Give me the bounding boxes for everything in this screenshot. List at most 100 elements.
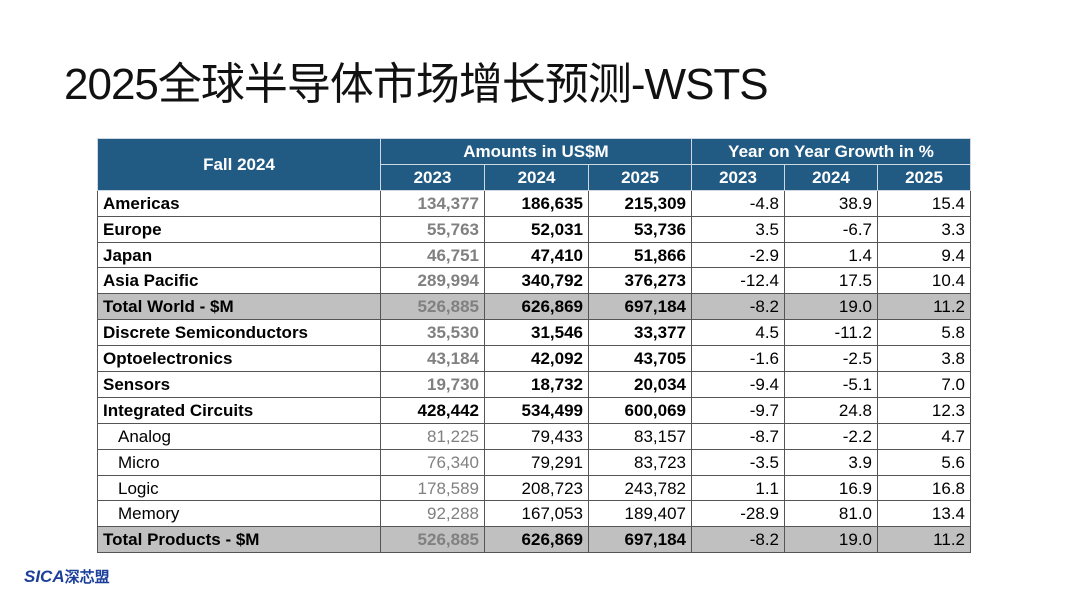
cell: 33,377: [588, 319, 692, 347]
logo-brand: SICA: [24, 567, 65, 586]
cell: 697,184: [588, 526, 692, 554]
table-row: Total World - $M 526,885 626,869 697,184 -8.…: [97, 293, 971, 321]
cell: -6.7: [784, 215, 878, 243]
cell: -1.6: [691, 345, 785, 373]
cell: 46,751: [380, 241, 485, 269]
cell: 83,723: [588, 448, 692, 476]
cell: -2.9: [691, 241, 785, 269]
logo: SICA深芯盟: [24, 566, 110, 587]
cell: 53,736: [588, 215, 692, 243]
cell: 15.4: [877, 189, 971, 217]
cell: 13.4: [877, 500, 971, 528]
cell: 52,031: [484, 215, 589, 243]
table-row: Americas 134,377 186,635 215,309 -4.8 38.9 15.…: [97, 189, 971, 217]
cell: -8.2: [691, 526, 785, 554]
cell: 51,866: [588, 241, 692, 269]
cell: -9.7: [691, 396, 785, 424]
cell: 18,732: [484, 371, 589, 398]
cell: 3.9: [784, 448, 878, 476]
year-header: 2025: [588, 163, 692, 191]
cell: 79,433: [484, 422, 589, 450]
group-header: Amounts in US$M: [380, 138, 692, 165]
cell: -8.7: [691, 422, 785, 450]
cell: 11.2: [877, 293, 971, 321]
year-header: 2023: [380, 163, 485, 191]
cell: 626,869: [484, 526, 589, 554]
cell: 134,377: [380, 189, 485, 217]
cell: 289,994: [380, 267, 485, 295]
table-row: Integrated Circuits 428,442 534,499 600,069…: [97, 396, 971, 424]
row-label: Micro: [97, 448, 381, 476]
cell: -4.8: [691, 189, 785, 217]
cell: 208,723: [484, 474, 589, 502]
cell: -5.1: [784, 371, 878, 398]
table-row: Optoelectronics 43,184 42,092 43,705 -1.6 -2.…: [97, 345, 971, 373]
cell: 47,410: [484, 241, 589, 269]
cell: -2.2: [784, 422, 878, 450]
row-label: Analog: [97, 422, 381, 450]
data-table: Fall 2024 Amounts in US$M Year on Year G…: [97, 138, 971, 554]
row-label: Americas: [97, 189, 381, 217]
cell: 43,705: [588, 345, 692, 373]
cell: 526,885: [380, 526, 485, 554]
cell: 19.0: [784, 293, 878, 321]
cell: -2.5: [784, 345, 878, 373]
cell: 81,225: [380, 422, 485, 450]
row-label: Discrete Semiconductors: [97, 319, 381, 347]
cell: 526,885: [380, 293, 485, 321]
cell: 243,782: [588, 474, 692, 502]
header-row: Fall 2024 Amounts in US$M Year on Year G…: [97, 138, 971, 191]
cell: 178,589: [380, 474, 485, 502]
cell: 35,530: [380, 319, 485, 347]
table-row: Sensors 19,730 18,732 20,034 -9.4 -5.1 7.0: [97, 371, 971, 398]
table-row: Europe 55,763 52,031 53,736 3.5 -6.7 3.3: [97, 215, 971, 243]
cell: 1.1: [691, 474, 785, 502]
cell: 16.8: [877, 474, 971, 502]
table-row: Japan 46,751 47,410 51,866 -2.9 1.4 9.4: [97, 241, 971, 269]
cell: 186,635: [484, 189, 589, 217]
cell: -28.9: [691, 500, 785, 528]
cell: -12.4: [691, 267, 785, 295]
row-label: Sensors: [97, 371, 381, 398]
cell: 376,273: [588, 267, 692, 295]
cell: -3.5: [691, 448, 785, 476]
header-row: 2023 2024 2025 2023 2024 2025: [98, 163, 971, 191]
year-header: 2024: [784, 163, 878, 191]
row-label: Integrated Circuits: [97, 396, 381, 424]
cell: 189,407: [588, 500, 692, 528]
row-label: Memory: [97, 500, 381, 528]
cell: 19,730: [380, 371, 485, 398]
cell: -8.2: [691, 293, 785, 321]
row-label: Total World - $M: [97, 293, 381, 321]
cell: 55,763: [380, 215, 485, 243]
row-label: Japan: [97, 241, 381, 269]
cell: 167,053: [484, 500, 589, 528]
cell: 24.8: [784, 396, 878, 424]
cell: 600,069: [588, 396, 692, 424]
cell: 83,157: [588, 422, 692, 450]
cell: 5.8: [877, 319, 971, 347]
cell: 428,442: [380, 396, 485, 424]
cell: 1.4: [784, 241, 878, 269]
cell: 17.5: [784, 267, 878, 295]
cell: 3.5: [691, 215, 785, 243]
table-row: Logic 178,589 208,723 243,782 1.1 16.9 16.8: [97, 474, 971, 502]
table-row: Discrete Semiconductors 35,530 31,546 33,37…: [97, 319, 971, 347]
row-label: Europe: [97, 215, 381, 243]
cell: 20,034: [588, 371, 692, 398]
cell: 76,340: [380, 448, 485, 476]
row-label: Asia Pacific: [97, 267, 381, 295]
row-label: Total Products - $M: [97, 526, 381, 554]
cell: 697,184: [588, 293, 692, 321]
cell: 19.0: [784, 526, 878, 554]
cell: 4.7: [877, 422, 971, 450]
slide-title: 2025全球半导体市场增长预测-WSTS: [64, 60, 769, 109]
table-row: Total Products - $M 526,885 626,869 697,184…: [97, 526, 971, 554]
cell: 7.0: [877, 371, 971, 398]
cell: 534,499: [484, 396, 589, 424]
cell: 3.3: [877, 215, 971, 243]
year-header: 2023: [691, 163, 785, 191]
cell: 43,184: [380, 345, 485, 373]
cell: 4.5: [691, 319, 785, 347]
